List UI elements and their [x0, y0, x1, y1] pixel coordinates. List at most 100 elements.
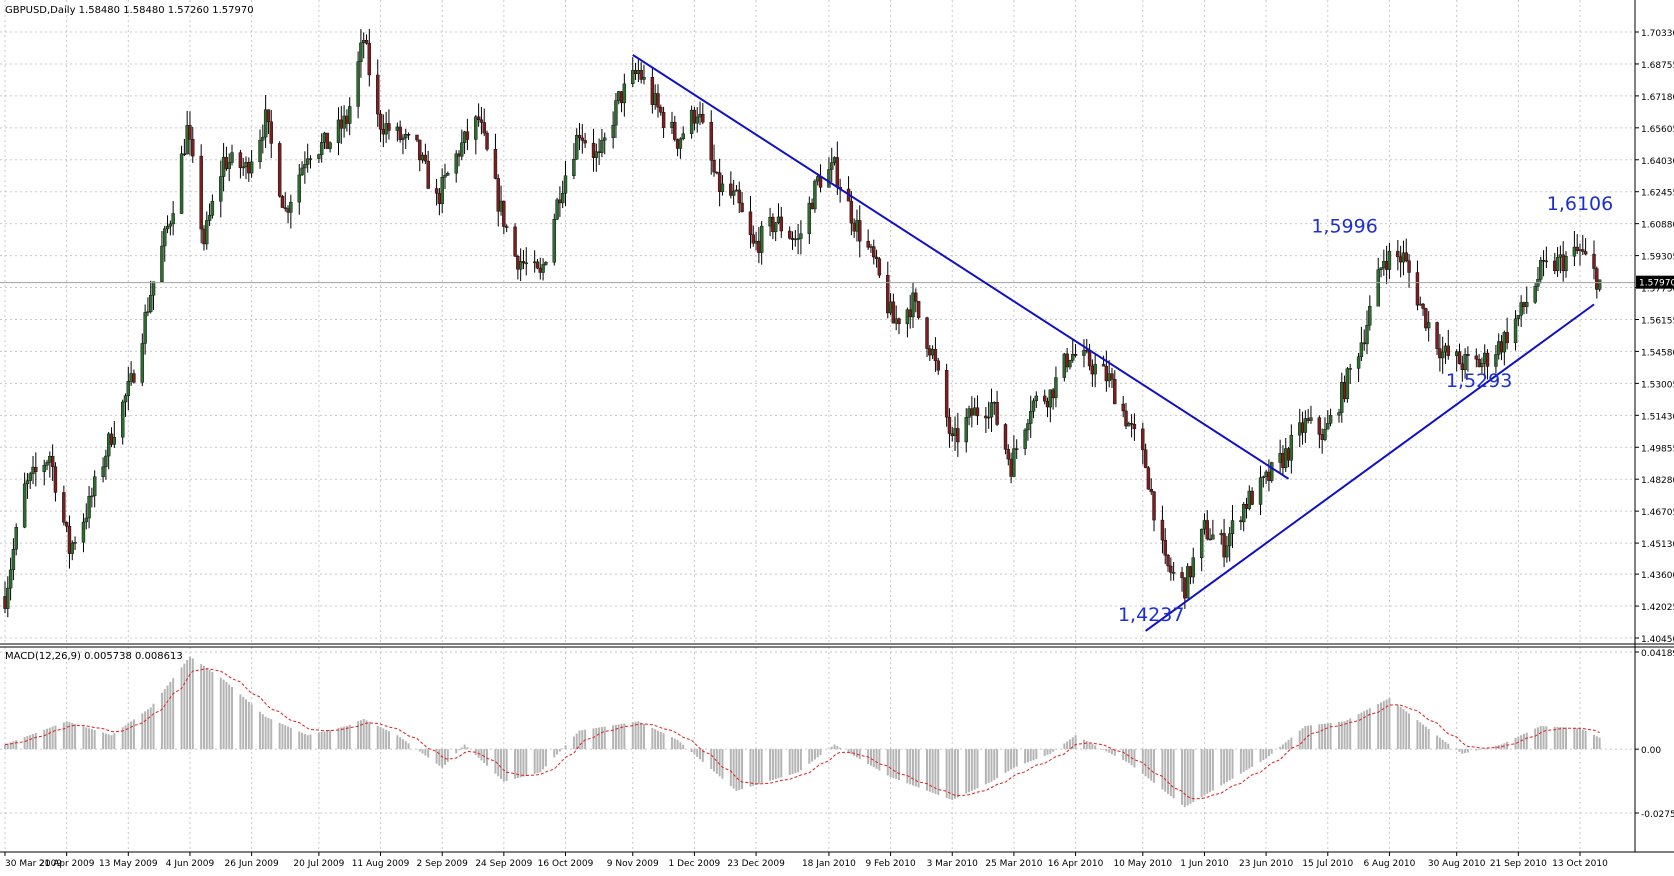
candle-body [1463, 354, 1467, 370]
candle-body [611, 124, 615, 139]
candle-body [538, 267, 542, 273]
candle-body [482, 122, 486, 134]
candle-body [378, 113, 383, 130]
candle-body [807, 202, 812, 234]
candle-body [521, 261, 526, 264]
candle-body [1051, 389, 1055, 399]
candle-body [1082, 349, 1086, 356]
candle-body [64, 522, 69, 527]
candle-body [1340, 382, 1344, 413]
candle-body [712, 160, 716, 173]
price-tick-label: 1.43600 [1641, 571, 1674, 581]
candle-body [1398, 256, 1403, 263]
date-tick-label: 9 Feb 2010 [865, 859, 916, 869]
candle-body [1093, 364, 1097, 375]
panel-frames [0, 0, 1674, 853]
macd-signal-path [4, 668, 1600, 800]
candle-body [894, 318, 898, 324]
candle-body [715, 171, 719, 174]
date-tick-label: 23 Jun 2010 [1239, 859, 1293, 869]
candle-body [502, 200, 506, 227]
date-tick-label: 11 Aug 2009 [352, 859, 410, 869]
candle-body [1362, 342, 1366, 345]
date-tick-label: 2 Sep 2009 [417, 859, 469, 869]
candle-body [1595, 268, 1599, 290]
price-annotation-label: 1,6106 [1547, 193, 1613, 215]
candle-body [1485, 352, 1490, 367]
date-tick-label: 30 Mar 2009 [5, 859, 62, 869]
candle-body [622, 83, 627, 104]
candle-body [1129, 423, 1134, 425]
candle-body [303, 164, 307, 169]
candle-body [748, 211, 753, 235]
candle-body [614, 100, 618, 126]
candle-body [474, 116, 478, 140]
candle-body [916, 301, 921, 318]
candle-body [1426, 322, 1431, 329]
candle-body [28, 473, 32, 481]
candle-body [308, 158, 313, 160]
candle-body [1368, 306, 1372, 326]
candle-body [404, 134, 408, 139]
candle-body [149, 295, 153, 312]
candle-body [1477, 358, 1481, 368]
candle-body [328, 142, 332, 149]
candle-body [1289, 434, 1294, 461]
price-tick-label: 1.68755 [1641, 61, 1674, 71]
candle-body [1418, 303, 1422, 306]
candle-body [1107, 373, 1111, 382]
candle-body [1578, 249, 1582, 252]
candle-body [597, 151, 601, 153]
candle-body [415, 134, 419, 141]
price-annotation-label: 1,5996 [1311, 215, 1377, 237]
candle-body [1483, 352, 1487, 364]
candle-body [1227, 533, 1232, 547]
date-tick-label: 4 Jun 2009 [166, 859, 215, 869]
candle-body [950, 433, 954, 436]
candle-body [1583, 251, 1588, 255]
candle-body [1544, 260, 1549, 263]
candle-body [207, 215, 212, 221]
candle-body [692, 109, 697, 124]
candle-body [1415, 272, 1420, 306]
candle-body [835, 157, 840, 188]
trendline-ascending [1145, 303, 1595, 632]
candle-body [1300, 422, 1305, 433]
candle-body [1152, 491, 1156, 521]
candle-body [185, 125, 189, 155]
candle-body [681, 133, 685, 139]
candle-body [496, 178, 500, 212]
candle-body [1085, 349, 1089, 352]
candle-body [972, 407, 977, 416]
candle-body [1558, 254, 1563, 258]
candle-body [280, 196, 285, 208]
candle-body [1244, 504, 1249, 509]
candle-body [322, 132, 327, 143]
candle-body [241, 166, 245, 169]
candle-body [555, 199, 559, 220]
price-tick-label: 1.59305 [1641, 253, 1674, 263]
candle-body [975, 407, 980, 417]
candle-body [112, 437, 116, 445]
candle-body [1163, 539, 1167, 556]
candle-body [1522, 302, 1526, 307]
candle-body [925, 317, 929, 349]
date-tick-label: 21 Sep 2010 [1490, 859, 1547, 869]
price-tick-label: 1.65605 [1641, 125, 1674, 135]
candlestick-series [3, 29, 1602, 618]
price-panel-title: GBPUSD,Daily 1.58480 1.58480 1.57260 1.5… [5, 5, 254, 16]
candle-body [367, 43, 372, 76]
date-tick-label: 13 May 2009 [99, 859, 158, 869]
candle-body [771, 216, 775, 233]
candle-body [440, 176, 444, 204]
candle-body [1247, 490, 1252, 509]
candle-body [1023, 429, 1027, 449]
candle-body [1421, 303, 1425, 309]
candle-body [1342, 382, 1347, 400]
candle-body [888, 301, 893, 314]
candle-body [1497, 341, 1501, 355]
candle-body [678, 138, 683, 149]
candle-body [552, 219, 556, 263]
candle-body [1071, 354, 1075, 361]
